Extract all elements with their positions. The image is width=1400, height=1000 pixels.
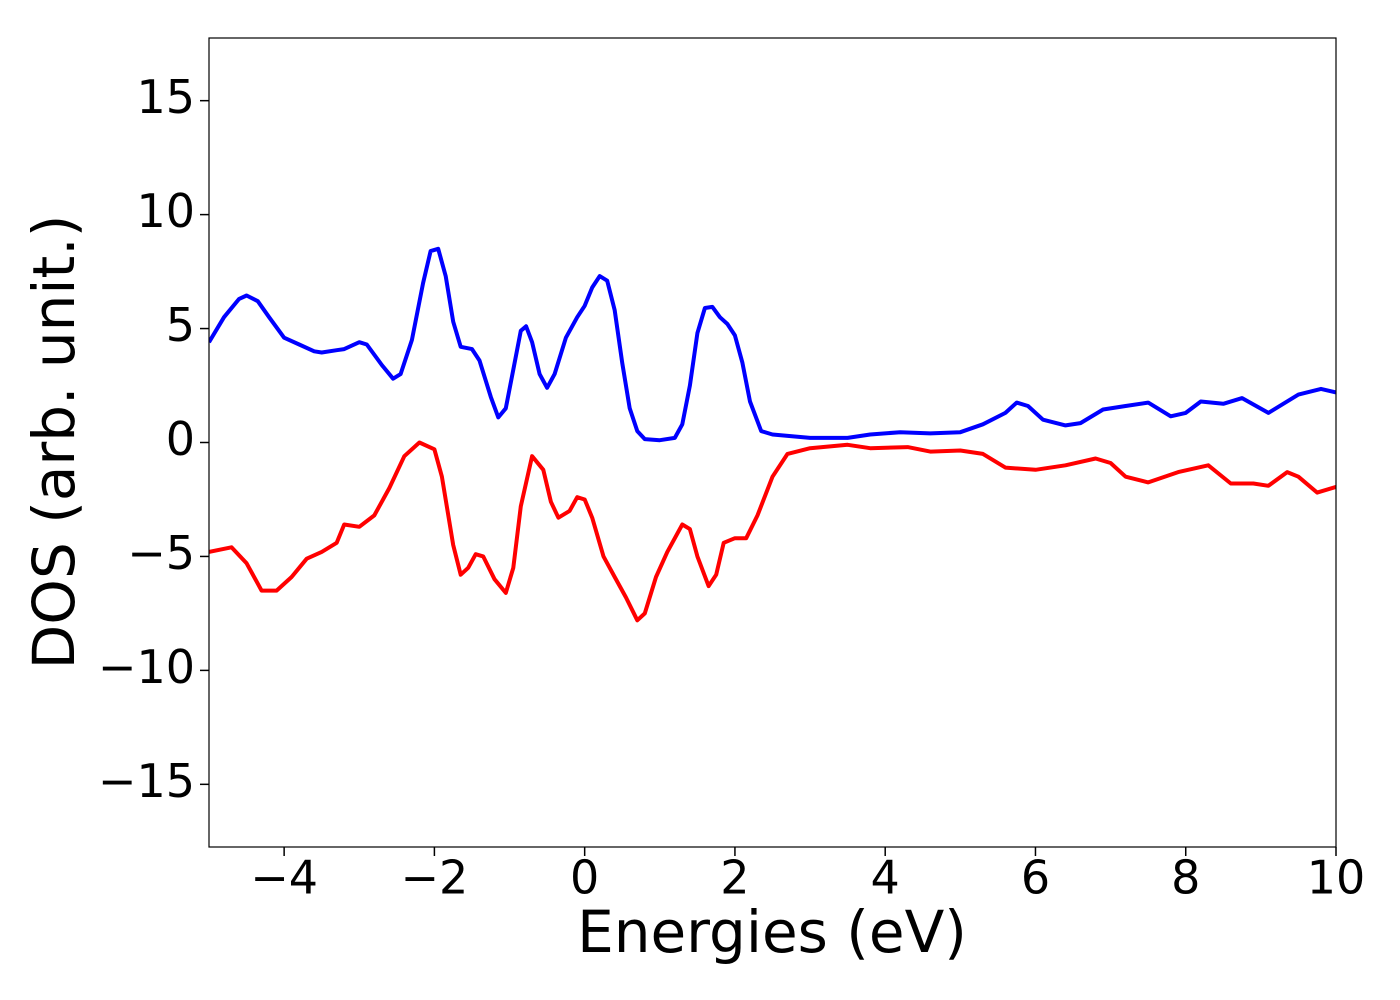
plot-frame bbox=[208, 37, 1337, 848]
x-tick-label: 0 bbox=[570, 851, 599, 905]
x-tick-label: 6 bbox=[1021, 851, 1050, 905]
y-tick-label: 15 bbox=[136, 70, 195, 124]
x-tick-label: 8 bbox=[1171, 851, 1200, 905]
y-tick-label: 10 bbox=[136, 184, 195, 238]
x-tick-label: 10 bbox=[1307, 851, 1366, 905]
x-tick-label: 4 bbox=[871, 851, 900, 905]
y-tick-label: −10 bbox=[98, 640, 195, 694]
x-tick-label: 2 bbox=[720, 851, 749, 905]
dos-line bbox=[209, 440, 1336, 623]
y-axis-label: DOS (arb. unit.) bbox=[20, 215, 88, 670]
y-tick-label: −5 bbox=[127, 526, 195, 580]
y-tick-label: 0 bbox=[166, 412, 195, 466]
y-tick-label: 5 bbox=[166, 298, 195, 352]
x-tick-label: −4 bbox=[250, 851, 318, 905]
x-tick-label: −2 bbox=[400, 851, 468, 905]
y-tick-label: −15 bbox=[98, 754, 195, 808]
dos-line bbox=[209, 246, 1336, 443]
x-axis-label: Energies (eV) bbox=[577, 898, 967, 966]
